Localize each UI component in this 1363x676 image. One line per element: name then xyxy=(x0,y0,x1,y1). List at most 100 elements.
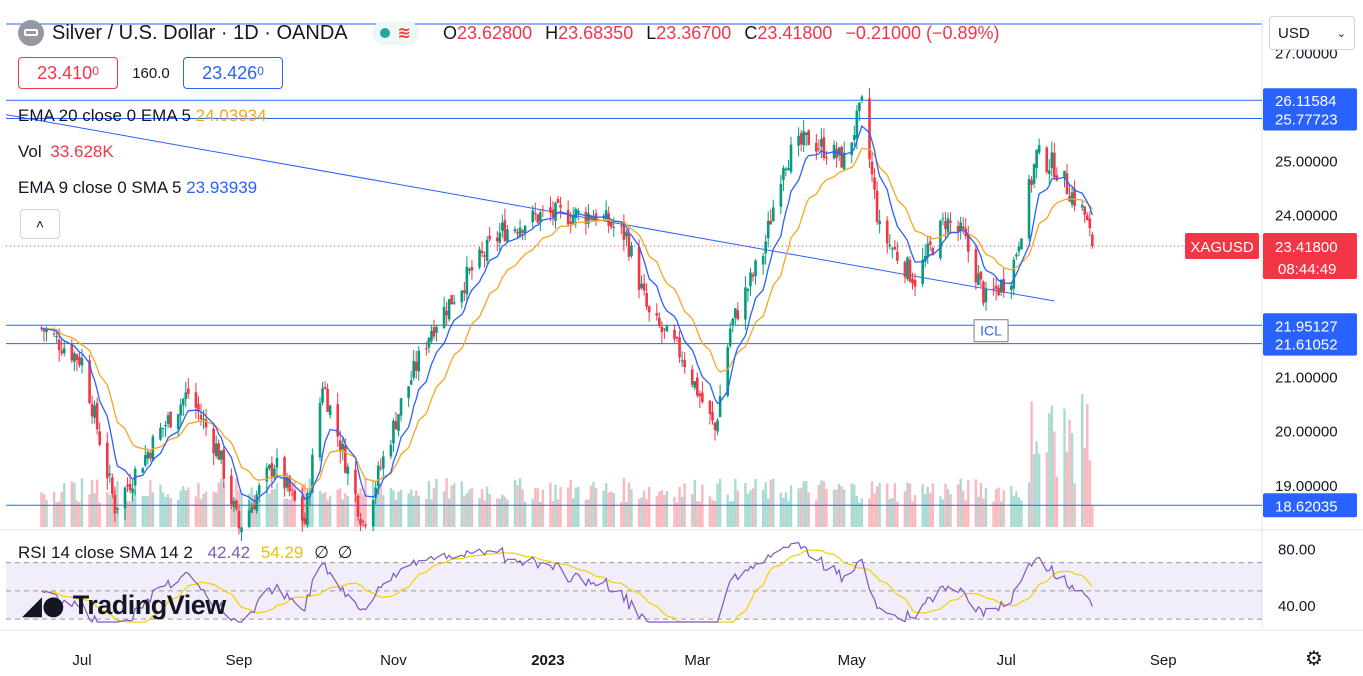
volume-bar xyxy=(483,500,486,527)
candle-body xyxy=(1002,279,1006,293)
volume-bar xyxy=(961,490,965,527)
icl-annotation: ICL xyxy=(973,319,1009,343)
volume-bar xyxy=(577,486,580,527)
volume-bar xyxy=(842,489,846,527)
symbol-tag-text: XAGUSD xyxy=(1190,239,1254,256)
candle-body xyxy=(159,427,162,440)
volume-bar xyxy=(906,482,909,527)
bid-price-sup: 0 xyxy=(92,64,99,78)
volume-bar xyxy=(807,492,810,527)
currency-select[interactable]: USD ⌄ xyxy=(1269,16,1355,50)
candle-body xyxy=(1017,246,1021,252)
candle-body xyxy=(95,402,99,430)
volume-bar xyxy=(663,494,666,527)
candle-body xyxy=(576,210,580,213)
volume-bar xyxy=(204,491,208,527)
candle-body xyxy=(78,356,81,365)
candle-body xyxy=(501,222,504,231)
level-price-text: 25.77723 xyxy=(1275,112,1338,129)
candle-body xyxy=(338,440,342,452)
market-status-pill[interactable]: ≋ xyxy=(371,21,420,45)
volume-bar xyxy=(187,487,190,527)
symbol-title[interactable]: Silver / U.S. Dollar · 1D · OANDA xyxy=(52,21,348,44)
volume-bar xyxy=(144,495,147,527)
candle-body xyxy=(675,337,679,339)
trendline xyxy=(5,114,1055,302)
candle-body xyxy=(926,243,930,258)
candle-body xyxy=(57,339,61,351)
volume-bar xyxy=(797,488,800,527)
candle-body xyxy=(321,388,324,403)
candle-body xyxy=(432,327,436,337)
volume-bar xyxy=(815,499,818,527)
candle-body xyxy=(923,255,927,262)
candle-body xyxy=(997,287,1000,296)
volume-bar xyxy=(293,480,296,527)
level-price-text: 21.95127 xyxy=(1275,318,1338,335)
volume-bar xyxy=(470,487,474,527)
volume-bar xyxy=(374,489,377,527)
chart-settings-gear-icon[interactable]: ⚙ xyxy=(1305,647,1323,670)
candle-body xyxy=(637,247,641,290)
volume-bar xyxy=(214,492,218,527)
candle-body xyxy=(257,485,261,495)
buy-price-button[interactable]: 23.426 0 xyxy=(183,57,283,89)
volume-bar xyxy=(141,496,144,527)
volume-bar xyxy=(354,494,357,527)
legend-volume[interactable]: Vol 33.628K xyxy=(18,142,114,162)
sell-price-button[interactable]: 23.410 0 xyxy=(18,57,118,89)
candle-body xyxy=(680,360,684,362)
tradingview-logo[interactable]: ◢● TradingView xyxy=(22,590,226,621)
candle-body xyxy=(166,415,170,424)
volume-bar xyxy=(60,491,63,527)
symbol-tag xyxy=(1185,233,1259,260)
candle-body xyxy=(470,266,474,271)
candle-body xyxy=(655,313,659,316)
change-value: −0.21000 (−0.89%) xyxy=(845,22,1000,43)
candle-body xyxy=(1010,285,1013,290)
candle-body xyxy=(931,247,935,256)
collapse-legend-button[interactable]: ˄ xyxy=(20,209,60,239)
volume-bar xyxy=(460,481,464,527)
volume-bar xyxy=(176,499,180,527)
candle-body xyxy=(789,144,793,172)
candle-body xyxy=(235,500,238,509)
chart-header: Silver / U.S. Dollar · 1D · OANDA ≋ O23.… xyxy=(18,20,1008,46)
candle-body xyxy=(731,318,735,326)
volume-bar xyxy=(566,487,570,527)
volume-bar xyxy=(1015,491,1018,527)
volume-bar xyxy=(40,492,43,527)
candle-body xyxy=(959,222,962,231)
volume-bar xyxy=(182,486,185,527)
volume-bar xyxy=(521,489,524,527)
candle-body xyxy=(642,283,646,291)
candle-body xyxy=(875,190,879,222)
volume-bar xyxy=(194,496,198,527)
volume-bar xyxy=(974,479,978,527)
legend-ema20[interactable]: EMA 20 close 0 EMA 5 24.03934 xyxy=(18,106,267,126)
candle-body xyxy=(45,329,48,333)
candle-body xyxy=(364,524,367,526)
volume-bar xyxy=(361,494,365,527)
candle-body xyxy=(303,517,307,524)
candle-body xyxy=(379,467,383,469)
candle-body xyxy=(820,139,823,147)
candle-body xyxy=(746,289,750,291)
candle-body xyxy=(483,255,486,257)
volume-bar xyxy=(1002,490,1005,527)
legend-ema9[interactable]: EMA 9 close 0 SMA 5 23.93939 xyxy=(18,178,257,198)
volume-bar xyxy=(1035,441,1038,527)
volume-bar xyxy=(488,494,491,527)
volume-bar xyxy=(1063,408,1066,527)
volume-bar xyxy=(344,493,347,527)
candle-body xyxy=(549,207,552,213)
candle-body xyxy=(468,269,471,271)
legend-rsi[interactable]: RSI 14 close SMA 14 2 42.42 54.29 ∅ ∅ xyxy=(18,543,352,563)
time-tick-label: Sep xyxy=(226,652,253,669)
candle-body xyxy=(425,348,428,350)
candle-body xyxy=(164,425,167,427)
candle-body xyxy=(354,469,357,494)
volume-bar xyxy=(106,492,109,527)
volume-bar xyxy=(169,497,172,527)
